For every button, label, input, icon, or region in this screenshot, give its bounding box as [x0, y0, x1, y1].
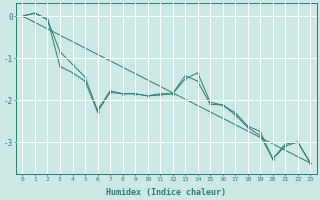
X-axis label: Humidex (Indice chaleur): Humidex (Indice chaleur)	[106, 188, 226, 197]
